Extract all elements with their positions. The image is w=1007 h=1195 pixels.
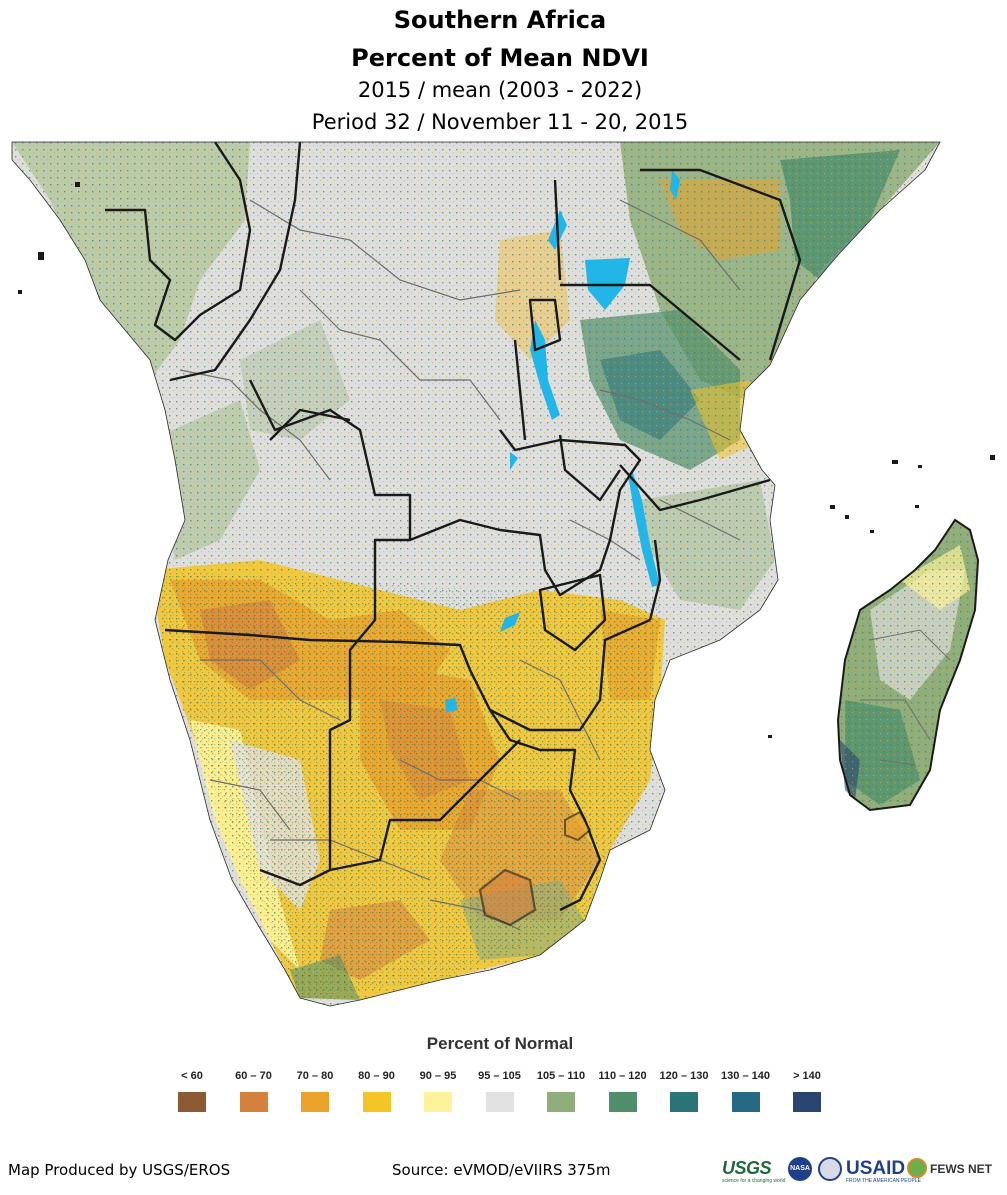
partner-logos: USGS science for a changing world NASA U… bbox=[722, 1156, 1002, 1186]
lake-malawi bbox=[628, 470, 660, 587]
legend-swatch bbox=[362, 1092, 391, 1112]
legend-label: 60 – 70 bbox=[235, 1070, 272, 1082]
legend-item: 60 – 70 bbox=[224, 1068, 284, 1112]
lake-mweru bbox=[510, 452, 518, 470]
usaid-tagline: FROM THE AMERICAN PEOPLE bbox=[846, 1178, 921, 1184]
legend-label: 95 – 105 bbox=[478, 1070, 521, 1082]
legend-item: 70 – 80 bbox=[285, 1068, 345, 1112]
legend-item: 110 – 120 bbox=[593, 1068, 653, 1112]
nasa-logo-text: NASA bbox=[790, 1165, 810, 1172]
legend-swatch bbox=[301, 1092, 329, 1112]
map-comparison-subtitle: 2015 / mean (2003 - 2022) bbox=[357, 78, 643, 102]
producer-credit: Map Produced by USGS/EROS bbox=[8, 1161, 231, 1179]
usgs-logo: USGS bbox=[722, 1158, 772, 1178]
eswatini bbox=[564, 810, 592, 842]
legend-label: 105 – 110 bbox=[536, 1070, 586, 1082]
legend-label: 120 – 130 bbox=[659, 1070, 709, 1082]
legend-item: 130 – 140 bbox=[716, 1068, 776, 1112]
source-credit: Source: eVMOD/eVIIRS 375m bbox=[392, 1161, 611, 1179]
legend-swatch bbox=[731, 1092, 760, 1112]
map-product-title: Percent of Mean NDVI bbox=[351, 44, 649, 72]
legend-item: 105 – 110 bbox=[531, 1068, 591, 1112]
legend: < 60 60 – 70 70 – 80 80 – 90 90 – 95 95 – 105… bbox=[166, 1068, 846, 1118]
usaid-logo: USAID bbox=[846, 1158, 906, 1179]
map-period-subtitle: Period 32 / November 11 - 20, 2015 bbox=[311, 110, 689, 134]
legend-swatch bbox=[793, 1092, 821, 1112]
lakes bbox=[445, 170, 680, 712]
legend-swatch bbox=[547, 1092, 575, 1112]
legend-label: 80 – 90 bbox=[358, 1070, 395, 1082]
legend-label: 130 – 140 bbox=[721, 1070, 770, 1082]
fewsnet-globe-icon bbox=[907, 1158, 927, 1178]
usgs-tagline: science for a changing world bbox=[722, 1178, 786, 1184]
legend-item: 120 – 130 bbox=[654, 1068, 714, 1112]
map-region-title: Southern Africa bbox=[393, 6, 607, 34]
ndvi-map bbox=[11, 141, 995, 1007]
nasa-logo: NASA bbox=[788, 1157, 812, 1181]
national-boundaries bbox=[105, 141, 802, 912]
legend-swatch bbox=[424, 1092, 452, 1112]
legend-label: > 140 bbox=[793, 1070, 821, 1082]
lake-tanganyika bbox=[530, 320, 560, 420]
legend-swatch bbox=[608, 1092, 637, 1112]
okavango-delta bbox=[445, 698, 458, 712]
legend-swatch bbox=[485, 1092, 514, 1112]
lake-turkana bbox=[670, 170, 680, 200]
madagascar bbox=[836, 518, 980, 812]
legend-item: 90 – 95 bbox=[408, 1068, 468, 1112]
legend-item: 95 – 105 bbox=[470, 1068, 530, 1112]
comoros-islands bbox=[18, 182, 995, 738]
legend-item: > 140 bbox=[777, 1068, 837, 1112]
legend-item: 80 – 90 bbox=[347, 1068, 407, 1112]
legend-swatch bbox=[239, 1092, 268, 1112]
legend-swatch bbox=[670, 1092, 698, 1112]
legend-title: Percent of Normal bbox=[426, 1034, 574, 1053]
legend-label: 90 – 95 bbox=[419, 1070, 457, 1082]
fewsnet-logo: FEWS NET bbox=[930, 1162, 992, 1176]
legend-label: 110 – 120 bbox=[598, 1070, 647, 1082]
dos-seal-icon bbox=[818, 1157, 842, 1181]
legend-label: < 60 bbox=[181, 1070, 203, 1082]
legend-item: < 60 bbox=[162, 1068, 222, 1112]
coastline bbox=[11, 141, 941, 1007]
lesotho bbox=[478, 868, 537, 927]
legend-swatch bbox=[178, 1092, 206, 1112]
lake-kariba bbox=[500, 612, 520, 632]
legend-label: 70 – 80 bbox=[296, 1070, 334, 1082]
